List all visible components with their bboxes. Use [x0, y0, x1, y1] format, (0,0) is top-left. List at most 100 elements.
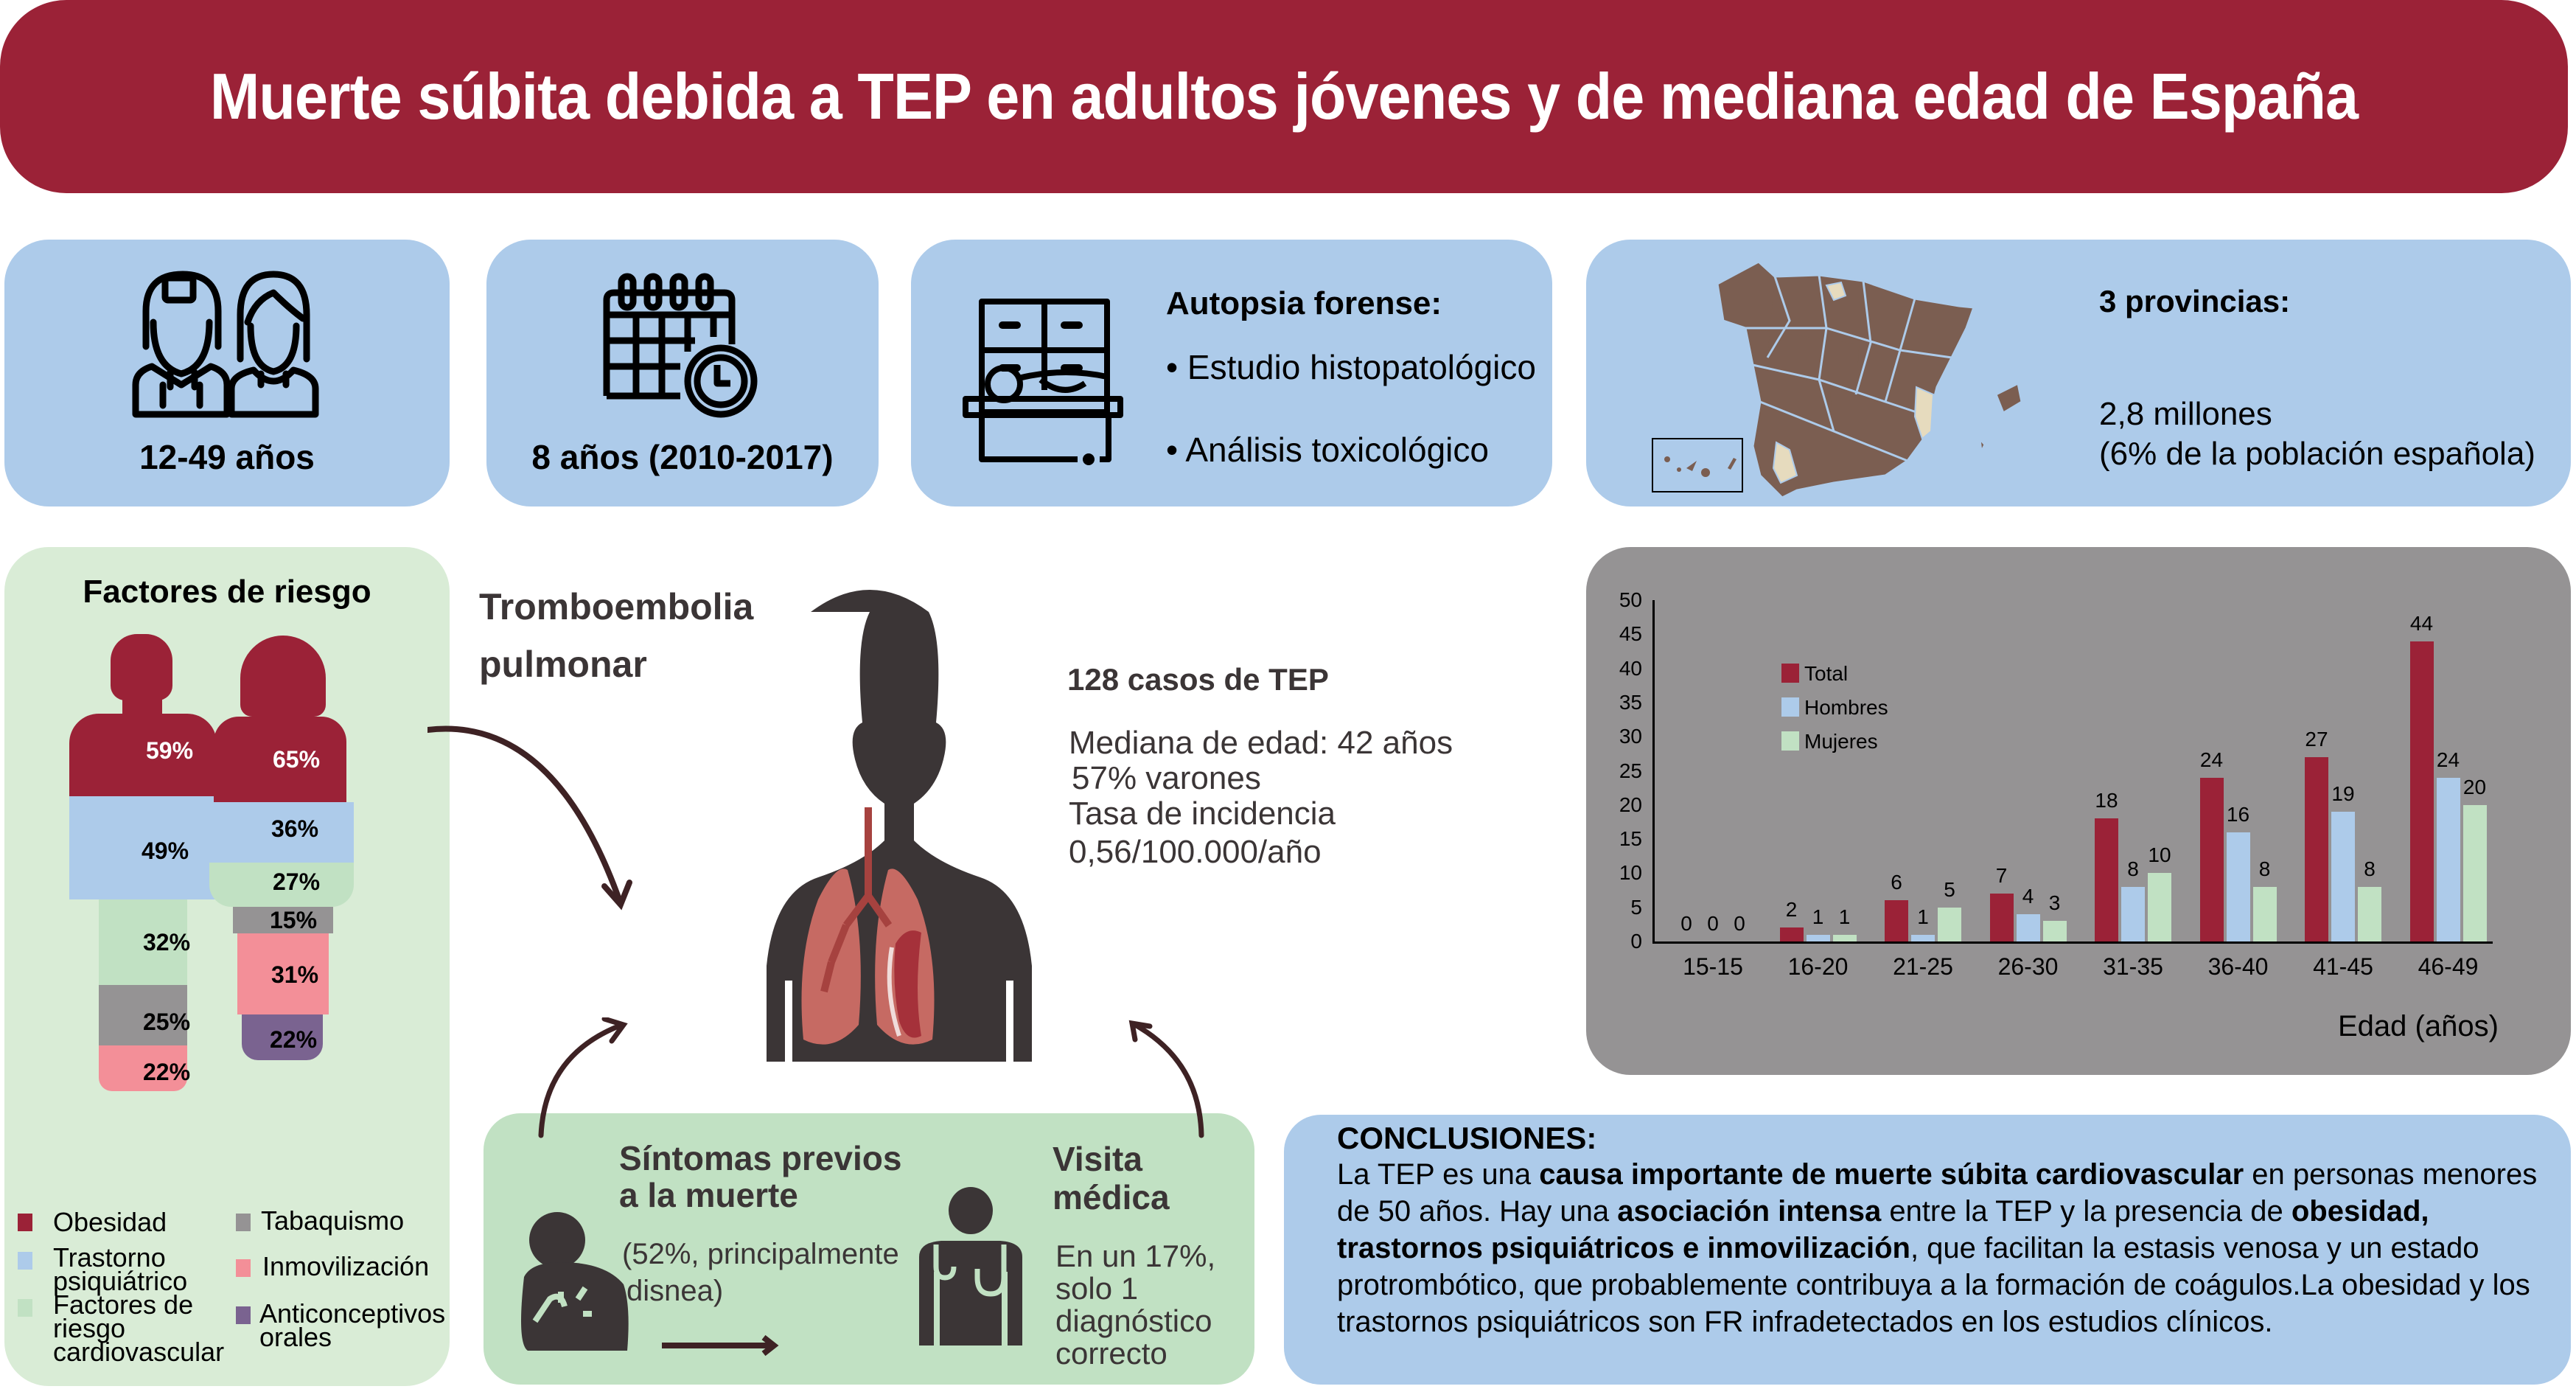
- symptoms-heading-line2: a la muerte: [619, 1176, 798, 1214]
- bar: [1989, 894, 2014, 941]
- visit-heading: Visita médica: [1053, 1140, 1170, 1216]
- bar: [2358, 886, 2381, 941]
- visit-heading-line2: médica: [1053, 1178, 1170, 1216]
- male-silhouette: 59% 49% 32% 25% 22%: [69, 634, 217, 1180]
- bar-value-label: 0: [1734, 912, 1745, 935]
- bar-value-label: 1: [1812, 905, 1824, 928]
- male-head-shape: [111, 634, 172, 700]
- legend-swatch: [1781, 664, 1799, 683]
- arrow-right-icon: [662, 1334, 779, 1357]
- bar: [2226, 832, 2250, 941]
- legend-swatch-psychiatric: [18, 1252, 32, 1270]
- tep-heading-line1: Tromboembolia: [479, 586, 754, 627]
- spain-map-icon: [1652, 260, 2023, 498]
- legend-cv: Factores de riesgo cardiovascular: [53, 1289, 225, 1367]
- bar: [1938, 907, 1961, 941]
- male-band-psychiatric: [69, 796, 217, 899]
- bar-value-label: 1: [1838, 905, 1851, 928]
- bar-value-label: 16: [2226, 802, 2250, 826]
- bar-value-label: 27: [2305, 727, 2328, 751]
- bar-value-label: 0: [1680, 912, 1692, 935]
- x-axis: [1652, 941, 2493, 944]
- people-icon: [132, 271, 319, 418]
- female-pct-obesity: 65%: [272, 746, 321, 773]
- incidence-label: Tasa de incidencia: [1069, 796, 1336, 832]
- female-silhouette: 65% 36% 27% 15% 31% 22%: [209, 636, 357, 1181]
- legend-contraceptives: Anticonceptivos orales: [259, 1298, 446, 1352]
- visit-heading-line1: Visita: [1053, 1140, 1142, 1178]
- bar: [2409, 641, 2434, 941]
- y-axis: [1652, 600, 1655, 941]
- arrows-up-layer: [538, 1017, 1204, 1138]
- bar-value-label: 8: [2364, 857, 2376, 880]
- male-band-obesity: [69, 714, 217, 796]
- y-tick-label: 50: [1619, 588, 1642, 611]
- study-period-card: 8 años (2010-2017): [486, 240, 879, 506]
- legend-swatch-cv: [18, 1299, 32, 1317]
- female-band-immobilization: [237, 933, 329, 1014]
- female-pct-smoking: 15%: [269, 907, 318, 933]
- bar: [1911, 934, 1935, 941]
- age-range-label: 12-49 años: [139, 438, 315, 476]
- visit-detail-line: solo 1: [1055, 1271, 1139, 1306]
- y-tick-label: 20: [1619, 793, 1642, 816]
- bar-value-label: 0: [1707, 912, 1719, 935]
- x-tick-label: 36-40: [2207, 953, 2269, 980]
- bar: [2095, 818, 2118, 941]
- risk-factors-panel: Factores de riesgo 59% 49% 32% 25% 22% 6…: [4, 547, 450, 1386]
- x-tick-label: 15-15: [1683, 953, 1743, 980]
- visit-detail-line: diagnóstico: [1055, 1303, 1212, 1338]
- autopsy-item: • Análisis toxicológico: [1166, 431, 1489, 469]
- bar-value-label: 20: [2462, 775, 2487, 798]
- legend-label: Total: [1804, 662, 1849, 685]
- bar: [2121, 886, 2145, 941]
- symptoms-heading: Síntomas previos a la muerte: [619, 1140, 901, 1214]
- male-pct-psychiatric: 49%: [141, 838, 189, 864]
- arrow-risk-to-body-icon: [427, 725, 622, 902]
- y-tick-label: 30: [1619, 725, 1642, 748]
- legend-smoking: Tabaquismo: [261, 1205, 405, 1236]
- bar-value-label: 2: [1785, 898, 1798, 922]
- conclusions-text-run: La TEP es una: [1337, 1158, 1540, 1191]
- visit-detail-line: En un 17%,: [1055, 1239, 1216, 1273]
- female-band-cv: [209, 863, 354, 907]
- visit-detail: En un 17%, solo 1 diagnóstico correcto: [1055, 1240, 1215, 1370]
- patient-chest-pain-icon: [521, 1212, 629, 1351]
- conclusions-panel: CONCLUSIONES: La TEP es una causa import…: [1284, 1115, 2571, 1385]
- bar-value-label: 19: [2331, 782, 2355, 806]
- conclusions-text-run: en personas menores de 50 años. Hay una: [1337, 1158, 2538, 1228]
- bar: [1806, 934, 1830, 941]
- legend-swatch-smoking: [236, 1214, 251, 1231]
- y-tick-label: 40: [1619, 656, 1642, 680]
- female-band-contraceptives: [242, 1014, 323, 1060]
- human-lungs-icon: [767, 590, 1032, 1062]
- tep-heading-line2: pulmonar: [479, 644, 647, 685]
- bar: [1779, 927, 1804, 941]
- bar-value-label: 10: [2148, 843, 2171, 867]
- x-tick-label: 21-25: [1893, 953, 1953, 980]
- population-share: (6% de la población española): [2099, 436, 2535, 472]
- provinces-card: 3 provincias: 2,8 millones (6% de la pob…: [1586, 240, 2571, 506]
- legend-psychiatric: Trastorno psiquiátrico: [53, 1242, 188, 1296]
- legend-swatch-immobilization: [236, 1259, 251, 1277]
- population-value: 2,8 millones: [2099, 396, 2272, 432]
- male-band-cv: [99, 899, 187, 985]
- conclusions-text: La TEP es una causa importante de muerte…: [1337, 1156, 2546, 1340]
- legend-label: Hombres: [1804, 696, 1888, 719]
- x-tick-label: 16-20: [1787, 953, 1849, 980]
- conclusions-emphasis: asociación intensa: [1617, 1195, 1882, 1228]
- female-pct-cv: 27%: [272, 868, 321, 895]
- bar: [2148, 873, 2171, 941]
- bar: [2331, 812, 2355, 941]
- female-band-psychiatric: [209, 802, 354, 863]
- bar: [1832, 934, 1857, 941]
- female-band-obesity: [214, 717, 346, 802]
- median-age: Mediana de edad: 42 años: [1069, 725, 1453, 761]
- bar: [2462, 804, 2487, 941]
- tep-cases: 128 casos de TEP: [1067, 662, 1329, 697]
- study-period-label: 8 años (2010-2017): [531, 438, 834, 476]
- bar-value-label: 24: [2199, 748, 2224, 771]
- bar-value-label: 1: [1917, 905, 1929, 928]
- bar-value-label: 8: [2258, 857, 2271, 880]
- legend-immobilization: Inmovilización: [262, 1251, 430, 1281]
